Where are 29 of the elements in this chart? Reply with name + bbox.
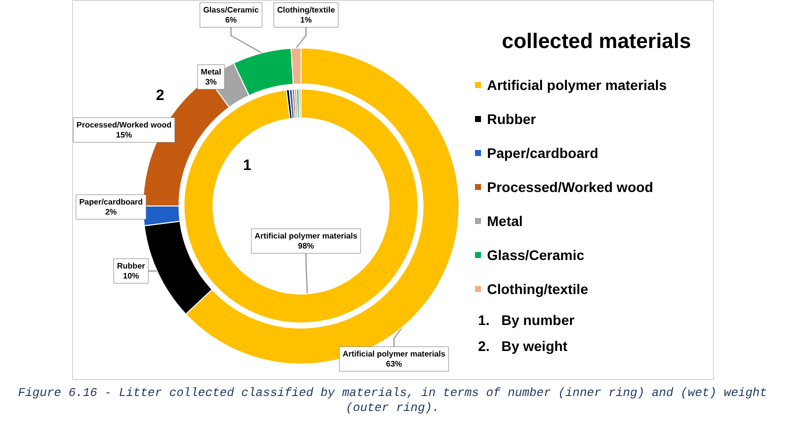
legend-label: Paper/cardboard (487, 145, 598, 161)
data-label: 98% (298, 242, 314, 250)
legend-label: Rubber (487, 111, 537, 127)
data-label: 6% (225, 16, 237, 24)
legend-label: Glass/Ceramic (487, 247, 584, 263)
data-label: 3% (205, 78, 217, 86)
text: 2. By weight (478, 338, 568, 354)
text: 1. By number (478, 312, 576, 328)
category-label: Glass/Ceramic (203, 6, 259, 14)
legend-label: Artificial polymer materials (487, 77, 667, 93)
legend-label: Clothing/textile (487, 281, 588, 297)
legend-label: Processed/Worked wood (487, 179, 654, 195)
category-label: Paper/cardboard (79, 198, 143, 206)
category-label: Clothing/textile (277, 6, 335, 14)
data-label: 2% (105, 208, 117, 216)
slice-label: Artificial polymer materials (342, 350, 446, 358)
category-label: Metal (200, 68, 222, 76)
slice-label: Artificial polymer materials (254, 232, 358, 240)
data-label: 10% (122, 272, 140, 280)
caption: Figure 6.16 - Litter collected classified by materials, in terms of number (inner ring) and (wet) weight (outer ring). (17, 386, 768, 416)
legend-label: Metal (487, 213, 523, 229)
text: collected materials (502, 30, 691, 53)
text: 2 (156, 87, 164, 104)
data-label: 15% (116, 130, 132, 140)
category-label: Processed/Worked wood (76, 120, 172, 130)
text: 1 (243, 157, 252, 174)
data-label: 63% (386, 360, 402, 368)
category-label: Rubber (117, 262, 145, 270)
data-label: 1% (300, 16, 312, 24)
